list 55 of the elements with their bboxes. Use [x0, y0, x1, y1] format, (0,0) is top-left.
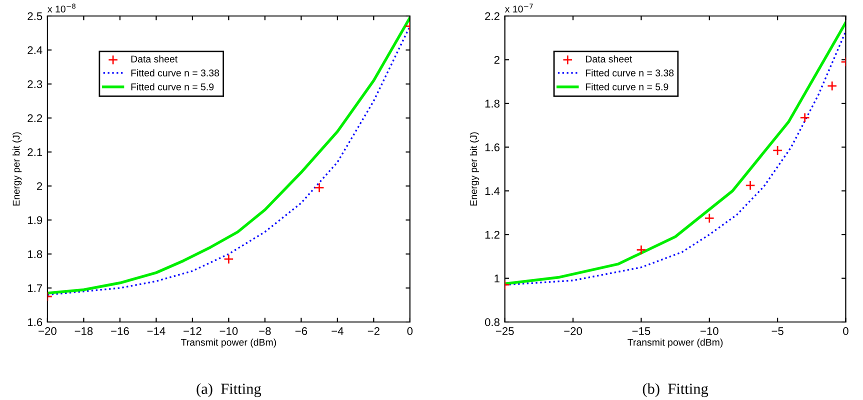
legend-label: Fitted curve n = 5.9 — [586, 83, 668, 90]
y-axis-title: Energy per bit (J) — [470, 132, 479, 206]
x-axis-title: Transmit power (dBm) — [181, 338, 276, 348]
x-tick-label: −5 — [772, 327, 784, 336]
x-tick-label: −20 — [38, 327, 56, 336]
x-tick-label: −20 — [564, 327, 582, 336]
x-tick-label: −15 — [632, 327, 650, 336]
y-tick-label: 2.2 — [485, 12, 500, 20]
y-tick-label: 1.8 — [28, 250, 42, 258]
y-tick-label: 2.4 — [28, 46, 42, 54]
x-tick-label: −8 — [259, 327, 271, 336]
point — [704, 213, 714, 224]
y-tick-label: 0.8 — [484, 318, 500, 326]
x-tick-label: −10 — [700, 327, 718, 336]
y-tick-label: 2 — [494, 56, 500, 64]
x-tick-label: −6 — [295, 327, 308, 336]
x-tick-label: −10 — [220, 327, 238, 336]
text: (b) Fitting — [642, 383, 708, 398]
x-tick-label: 0 — [843, 327, 848, 336]
x-tick-label: 0 — [407, 327, 413, 336]
text: x 10$^{−7}$ — [504, 4, 533, 12]
y-tick-label: 2.3 — [28, 80, 42, 88]
x-tick-label: −18 — [74, 327, 93, 336]
legend-label: Data sheet — [131, 55, 178, 62]
x-tick-label: −2 — [368, 327, 380, 335]
x-tick-label: −25 — [496, 327, 514, 336]
y-tick-label: 1.4 — [485, 187, 500, 195]
y-tick-label: 1.9 — [28, 216, 42, 224]
point — [800, 112, 810, 123]
y-tick-label: 2.5 — [28, 12, 42, 20]
text: (a) Fitting — [196, 383, 262, 398]
y-tick-label: 2.2 — [28, 114, 42, 122]
y-tick-label: 2 — [36, 182, 42, 190]
text: x 10$^{−8}$ — [48, 4, 76, 12]
y-tick-label: 1.6 — [28, 318, 42, 326]
point — [827, 80, 838, 92]
y-tick-label: 1 — [494, 274, 500, 282]
legend-label: Data sheet — [586, 55, 632, 62]
x-axis-title: Transmit power (dBm) — [628, 338, 723, 348]
y-tick-label: 1.2 — [485, 230, 500, 239]
legend-label: Fitted curve n = 5.9 — [131, 83, 214, 90]
point — [636, 244, 646, 255]
point — [745, 180, 756, 190]
y-tick-label: 1.8 — [485, 100, 500, 108]
legend-label: Fitted curve n = 3.38 — [586, 69, 674, 76]
y-axis-title: Energy per bit (J) — [12, 132, 22, 206]
y-tick-label: 1.7 — [28, 284, 42, 292]
x-tick-label: −4 — [332, 327, 344, 335]
y-tick-label: 2.1 — [28, 148, 42, 156]
x-tick-label: −16 — [111, 327, 129, 336]
x-tick-label: −14 — [147, 327, 166, 335]
point — [772, 145, 783, 156]
legend-label: Fitted curve n = 3.38 — [131, 69, 220, 76]
y-tick-label: 1.6 — [485, 143, 500, 152]
x-tick-label: −12 — [184, 327, 202, 335]
